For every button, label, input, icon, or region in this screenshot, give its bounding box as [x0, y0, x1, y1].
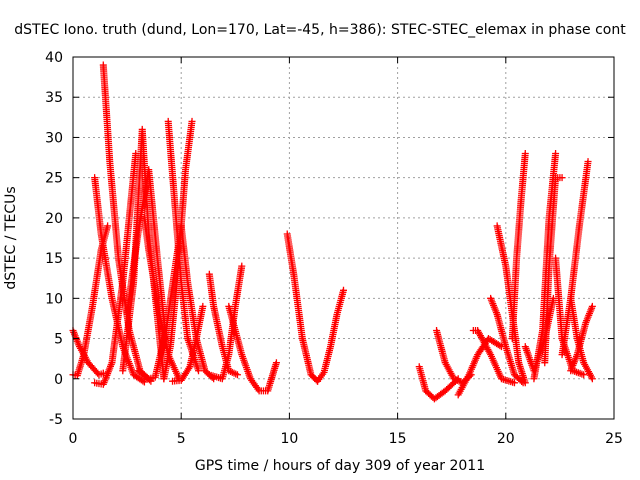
y-tick-label: -5	[49, 412, 63, 428]
data-point	[552, 150, 560, 158]
x-tick-label: 25	[605, 431, 623, 447]
y-tick-label: 25	[45, 171, 63, 187]
y-tick-label: 30	[45, 130, 63, 146]
y-tick-label: 10	[45, 291, 63, 307]
series-23	[487, 294, 527, 387]
data-point	[521, 379, 529, 387]
data-points	[69, 61, 596, 403]
series-15	[205, 270, 241, 379]
series-21	[454, 335, 505, 399]
series-10	[160, 117, 196, 383]
chart-title: dSTEC Iono. truth (dund, Lon=170, Lat=-4…	[14, 22, 626, 38]
data-point	[272, 359, 280, 367]
x-axis-label: GPS time / hours of day 309 of year 2011	[195, 458, 485, 474]
series-25	[508, 150, 529, 343]
series-17	[283, 230, 322, 385]
series-9	[140, 214, 183, 383]
y-tick-label: 40	[45, 50, 63, 66]
series-20	[433, 327, 475, 387]
series-18	[314, 286, 347, 385]
series-19	[415, 363, 462, 403]
data-point	[521, 150, 529, 158]
x-tick-label: 5	[177, 431, 186, 447]
data-point	[104, 222, 112, 230]
series-16	[225, 302, 280, 395]
x-tick-label: 0	[69, 431, 78, 447]
series-31	[567, 302, 596, 375]
data-point	[139, 377, 147, 385]
series-11	[164, 117, 203, 375]
series-30	[558, 158, 592, 359]
series-22	[469, 327, 518, 387]
plot-frame	[72, 56, 615, 420]
y-tick-label: 15	[45, 251, 63, 267]
data-point	[588, 375, 596, 383]
x-tick-label: 15	[389, 431, 407, 447]
series-2	[69, 222, 112, 380]
data-point	[188, 117, 196, 125]
data-point	[195, 367, 203, 375]
x-tick-label: 10	[280, 431, 298, 447]
data-point	[588, 302, 596, 310]
y-tick-label: 35	[45, 90, 63, 106]
data-point	[510, 379, 518, 387]
data-point	[233, 371, 241, 379]
y-axis-label: dSTEC / TECUs	[3, 186, 19, 289]
x-tick-label: 20	[497, 431, 515, 447]
data-point	[580, 371, 588, 379]
data-point	[496, 342, 504, 350]
series-32	[567, 294, 596, 383]
series-28	[541, 174, 566, 367]
data-point	[584, 158, 592, 166]
data-point	[199, 302, 207, 310]
data-point	[340, 286, 347, 294]
axes: 0 5 10 15 20 25 -5 0 5 10 15 20 25 30 35 40	[45, 50, 623, 447]
series-4	[91, 150, 140, 388]
y-tick-label: 20	[45, 211, 63, 227]
y-tick-label: 5	[54, 332, 63, 348]
data-point	[238, 262, 246, 270]
data-point	[558, 174, 566, 182]
y-tick-label: 0	[54, 372, 63, 388]
data-point	[140, 378, 148, 386]
